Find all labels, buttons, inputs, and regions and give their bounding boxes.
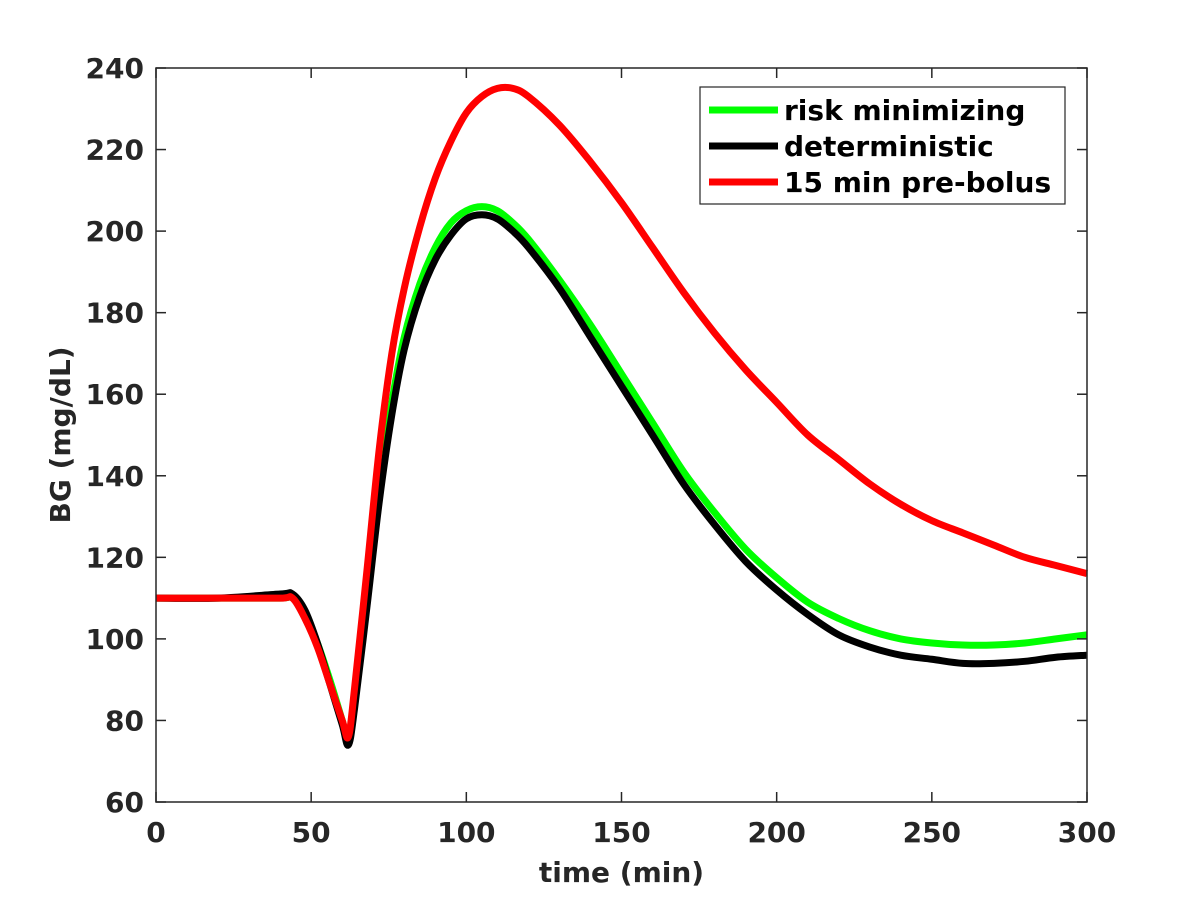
y-tick-label: 100	[86, 623, 144, 656]
legend-label-3: 15 min pre-bolus	[784, 166, 1051, 199]
x-tick-label: 300	[1058, 816, 1116, 849]
y-tick-label: 220	[86, 134, 144, 167]
x-axis-title: time (min)	[539, 856, 704, 889]
y-tick-label: 60	[105, 786, 144, 819]
y-axis-title: BG (mg/dL)	[44, 347, 77, 524]
y-tick-label: 240	[86, 52, 144, 85]
y-tick-label: 120	[86, 541, 144, 574]
ticks-layer: 0 50 100 150 200 250 300 60 80 100 120 140 160 180 200…	[86, 52, 1117, 849]
legend-label-1: risk minimizing	[784, 94, 1025, 127]
x-tick-label: 50	[292, 816, 331, 849]
x-tick-label: 150	[592, 816, 650, 849]
x-tick-label: 200	[747, 816, 805, 849]
y-tick-label: 160	[86, 378, 144, 411]
y-tick-label: 180	[86, 297, 144, 330]
y-tick-label: 80	[105, 704, 144, 737]
x-tick-label: 250	[903, 816, 961, 849]
x-tick-label: 0	[146, 816, 165, 849]
y-tick-label: 200	[86, 215, 144, 248]
series-line-3	[156, 83, 1088, 742]
y-tick-label: 140	[86, 460, 144, 493]
legend-label-2: deterministic	[784, 130, 994, 163]
series-layer	[155, 83, 1088, 749]
x-tick-label: 100	[437, 816, 495, 849]
